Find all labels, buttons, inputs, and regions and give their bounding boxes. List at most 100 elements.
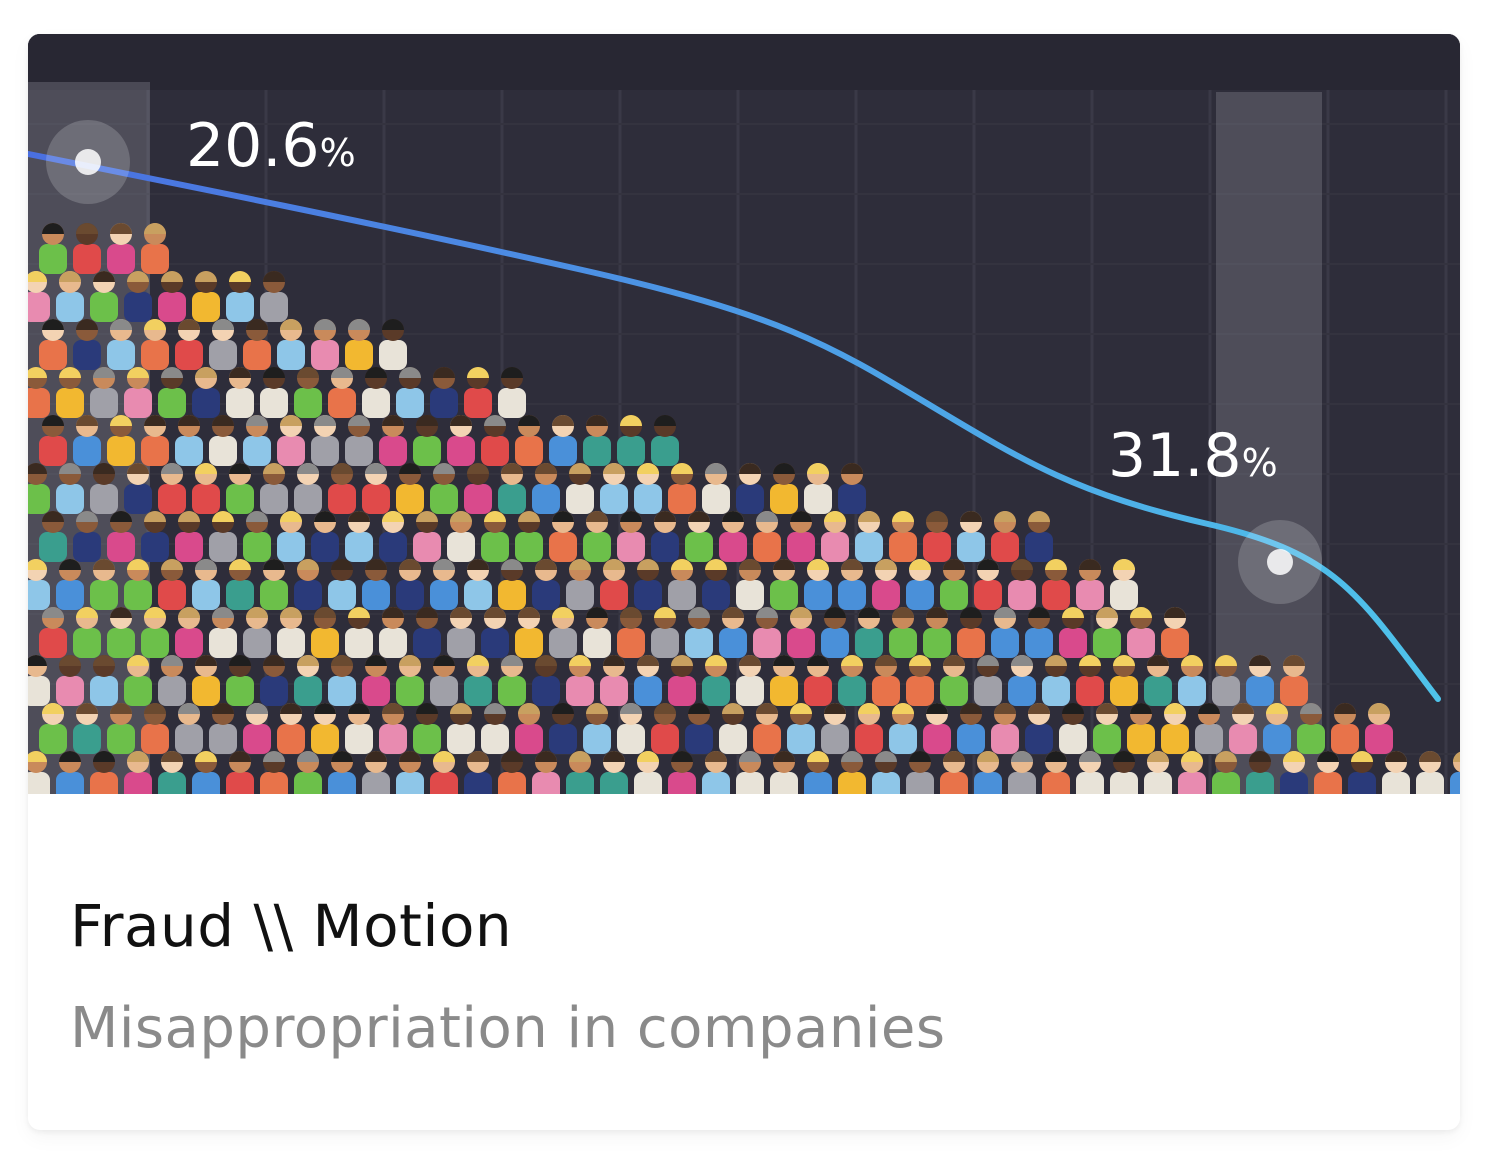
percent-label-right: 31.8% [1108, 421, 1278, 491]
crowd-person [1331, 703, 1359, 754]
crowd-person [940, 559, 968, 610]
crowd-person [39, 607, 67, 658]
crowd-person [209, 415, 237, 466]
crowd-person [1144, 655, 1172, 706]
crowd-person [991, 511, 1019, 562]
crowd-person [464, 751, 492, 794]
crowd-person [1229, 703, 1257, 754]
crowd-person [430, 559, 458, 610]
project-thumbnail[interactable]: 20.6% 31.8% [28, 34, 1460, 794]
crowd-person [141, 607, 169, 658]
crowd-person [787, 511, 815, 562]
crowd-person [447, 607, 475, 658]
crowd-person [28, 271, 50, 322]
crowd-person [702, 655, 730, 706]
crowd-person [141, 703, 169, 754]
crowd-person [1042, 751, 1070, 794]
crowd-person [260, 367, 288, 418]
crowd-person [617, 607, 645, 658]
crowd-person [90, 751, 118, 794]
crowd-person [28, 655, 50, 706]
crowd-person [923, 511, 951, 562]
crowd-person [855, 703, 883, 754]
crowd-person [192, 463, 220, 514]
crowd-person [447, 703, 475, 754]
crowd-person [821, 703, 849, 754]
crowd-person [192, 367, 220, 418]
crowd-person [651, 703, 679, 754]
crowd-person [277, 607, 305, 658]
crowd-person [345, 415, 373, 466]
project-card[interactable]: 20.6% 31.8% Fraud \\ Motion Misappropria… [28, 34, 1460, 1130]
crowd-person [260, 271, 288, 322]
crowd-person [481, 511, 509, 562]
crowd-person [209, 319, 237, 370]
crowd-person [56, 271, 84, 322]
crowd-person [702, 751, 730, 794]
crowd-person [345, 319, 373, 370]
crowd-person [73, 223, 101, 274]
crowd-person [277, 703, 305, 754]
crowd-person [56, 463, 84, 514]
crowd-person [175, 607, 203, 658]
crowd-person [107, 511, 135, 562]
crowd-person [1093, 703, 1121, 754]
crowd-person [396, 367, 424, 418]
crowd-person [1144, 751, 1172, 794]
crowd-person [362, 655, 390, 706]
marker-dot-right [1267, 549, 1293, 575]
crowd-person [73, 607, 101, 658]
crowd-person [1178, 655, 1206, 706]
crowd-person [107, 319, 135, 370]
crowd-person [226, 463, 254, 514]
crowd-person [1416, 751, 1444, 794]
crowd-person [838, 655, 866, 706]
crowd-person [447, 511, 475, 562]
crowd-person [1161, 703, 1189, 754]
crowd-person [1178, 751, 1206, 794]
crowd-person [1076, 655, 1104, 706]
crowd-person [617, 511, 645, 562]
crowd-person [549, 703, 577, 754]
crowd-person [906, 751, 934, 794]
crowd-person [498, 655, 526, 706]
crowd-person [566, 655, 594, 706]
crowd-person [243, 319, 271, 370]
crowd-person [158, 271, 186, 322]
crowd-person [379, 703, 407, 754]
crowd-person [906, 559, 934, 610]
crowd-person [736, 751, 764, 794]
crowd-person [124, 463, 152, 514]
crowd-person [702, 463, 730, 514]
crowd-person [787, 607, 815, 658]
crowd-person [1161, 607, 1189, 658]
crowd-person [311, 319, 339, 370]
crowd-person [175, 511, 203, 562]
crowd-person [1127, 607, 1155, 658]
crowd-person [413, 415, 441, 466]
crowd-person [770, 655, 798, 706]
crowd-person [991, 607, 1019, 658]
crowd-person [719, 607, 747, 658]
crowd-person [141, 223, 169, 274]
crowd-person [328, 559, 356, 610]
crowd-person [787, 703, 815, 754]
crowd-person [702, 559, 730, 610]
crowd-person [1059, 703, 1087, 754]
crowd-person [396, 559, 424, 610]
crowd-person [73, 415, 101, 466]
crowd-person [617, 415, 645, 466]
crowd-person [73, 703, 101, 754]
crowd-person [260, 559, 288, 610]
crowd-person [1076, 559, 1104, 610]
crowd-person [294, 463, 322, 514]
crowd-person [583, 703, 611, 754]
crowd-person [1280, 751, 1308, 794]
card-title[interactable]: Fraud \\ Motion [70, 892, 513, 960]
crowd-person [515, 511, 543, 562]
crowd-person [39, 415, 67, 466]
crowd-person [549, 415, 577, 466]
crowd-person [90, 271, 118, 322]
crowd-person [991, 703, 1019, 754]
crowd-person [481, 415, 509, 466]
